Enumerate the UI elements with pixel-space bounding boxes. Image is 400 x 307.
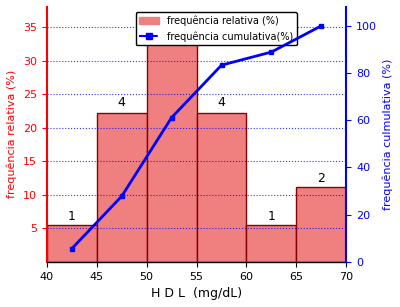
Bar: [246, 224, 296, 262]
Bar: [47, 224, 97, 262]
Bar: [296, 187, 346, 262]
Bar: [147, 38, 196, 262]
Text: 2: 2: [317, 172, 325, 185]
Y-axis label: frequência relativa (%): frequência relativa (%): [7, 70, 18, 199]
Text: 6.: 6.: [166, 22, 178, 35]
Bar: [196, 113, 246, 262]
Legend: frequência relativa (%), frequência cumulativa(%): frequência relativa (%), frequência cumu…: [136, 12, 297, 45]
Text: 4: 4: [118, 96, 126, 109]
Bar: [97, 113, 147, 262]
X-axis label: H D L  (mg/dL): H D L (mg/dL): [151, 287, 242, 300]
Text: 1: 1: [68, 209, 76, 223]
Y-axis label: frequência culmulativa (%): frequência culmulativa (%): [382, 59, 393, 210]
Text: 1: 1: [268, 209, 275, 223]
Text: 4: 4: [218, 96, 226, 109]
